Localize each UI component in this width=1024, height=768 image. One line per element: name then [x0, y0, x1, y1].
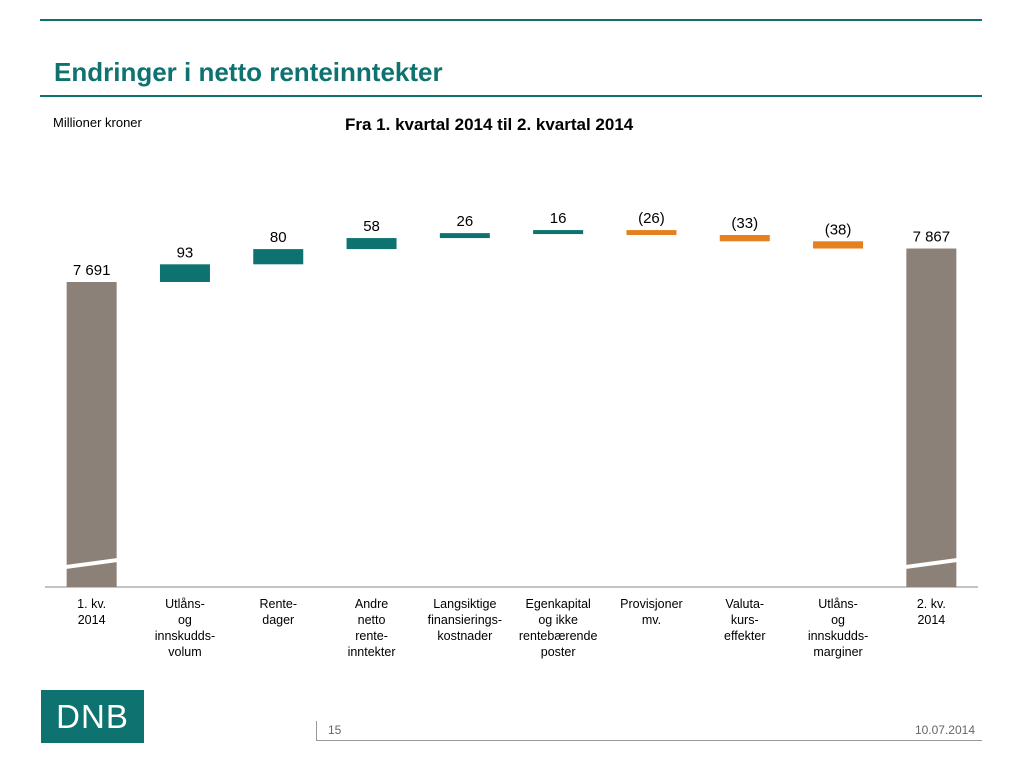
data-label: (33) [731, 215, 758, 232]
dnb-logo: DNB [41, 690, 144, 743]
data-label: (26) [638, 210, 665, 227]
increase-bar [346, 238, 397, 250]
top-rule [40, 19, 982, 21]
increase-bar [533, 230, 584, 235]
page-title: Endringer i netto renteinntekter [54, 57, 443, 87]
title-underline [40, 95, 982, 97]
increase-bar [253, 249, 304, 265]
data-label: 7 867 [913, 229, 951, 246]
chart-title: Fra 1. kvartal 2014 til 2. kvartal 2014 [345, 115, 634, 134]
data-label: (38) [825, 221, 852, 238]
data-label: 93 [177, 244, 194, 261]
footer-separator [316, 721, 317, 741]
increase-bar [159, 264, 210, 282]
category-label: Utlåns-og innskudds-marginer [808, 597, 868, 659]
axis-break-mark [905, 558, 958, 569]
category-label: Egenkapital og ikke rentebærende poster [519, 597, 598, 659]
footer-rule [316, 740, 982, 741]
logo-text: DNB [56, 698, 129, 735]
waterfall-chart: 7 691 1. kv. 2014 93 Utlåns-og innskudds-volu… [45, 210, 978, 659]
category-label: 2. kv. 2014 [917, 597, 946, 627]
category-label: Utlåns-og innskudds-volum [155, 597, 215, 659]
total-bar [906, 248, 957, 588]
footer-date: 10.07.2014 [914, 723, 975, 737]
increase-bar [439, 233, 490, 239]
page-number: 15 [328, 723, 342, 737]
decrease-bar [719, 235, 770, 242]
category-label: Valuta-kurs-effekter [724, 597, 765, 643]
data-label: 16 [550, 210, 567, 227]
category-label: Provisjoner mv. [620, 597, 683, 627]
data-label: 7 691 [73, 262, 111, 279]
category-label: 1. kv. 2014 [77, 597, 106, 627]
decrease-bar [626, 230, 677, 236]
category-label: Andre netto rente-inntekter [348, 597, 396, 659]
total-bar [66, 282, 117, 587]
data-label: 80 [270, 229, 287, 246]
category-label: Langsiktige finansierings-kostnader [428, 597, 502, 643]
axis-break-mark [65, 558, 118, 569]
unit-label: Millioner kroner [53, 115, 142, 130]
decrease-bar [813, 241, 864, 249]
data-label: 26 [457, 213, 474, 230]
data-label: 58 [363, 218, 380, 235]
category-label: Rente-dager [259, 597, 297, 627]
